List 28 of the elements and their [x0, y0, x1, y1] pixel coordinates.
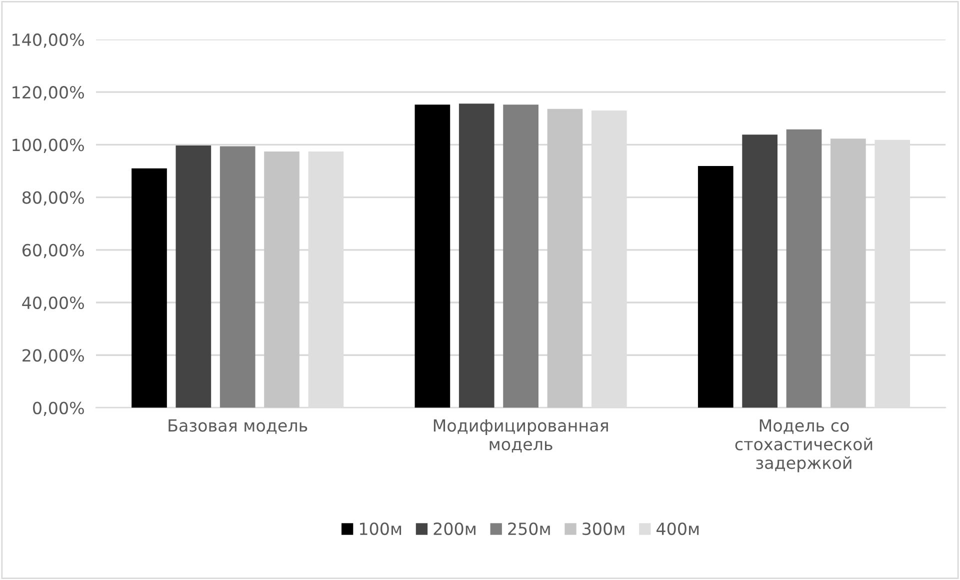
y-tick-label: 60,00%	[22, 244, 84, 258]
bar	[503, 104, 538, 408]
bar	[414, 104, 450, 408]
y-tick-label: 0,00%	[33, 402, 84, 416]
bar	[220, 146, 256, 408]
x-tick-label: Базовая модель	[168, 419, 308, 434]
bar	[742, 134, 778, 408]
bar	[698, 166, 734, 408]
x-tick-label: Модель со стохастической задержкой	[735, 419, 872, 472]
legend-label: 250м	[508, 522, 550, 536]
bar	[176, 145, 212, 408]
bar	[830, 138, 866, 408]
bar	[264, 152, 300, 408]
x-tick-label: Модифицированная модель	[434, 419, 608, 452]
bar	[547, 108, 583, 408]
y-tick-label: 140,00%	[12, 33, 84, 48]
y-tick-label: 20,00%	[22, 349, 84, 364]
bar	[786, 129, 822, 408]
bar	[132, 168, 167, 408]
legend-label: 300м	[582, 522, 624, 536]
y-tick-label: 100,00%	[12, 138, 84, 153]
y-tick-label: 40,00%	[22, 296, 84, 311]
legend-label: 400м	[656, 522, 699, 536]
y-tick-label: 80,00%	[22, 191, 84, 206]
legend-label: 200м	[434, 522, 476, 536]
legend-label: 100м	[360, 522, 402, 536]
y-tick-label: 120,00%	[12, 86, 84, 100]
bar	[458, 104, 494, 408]
